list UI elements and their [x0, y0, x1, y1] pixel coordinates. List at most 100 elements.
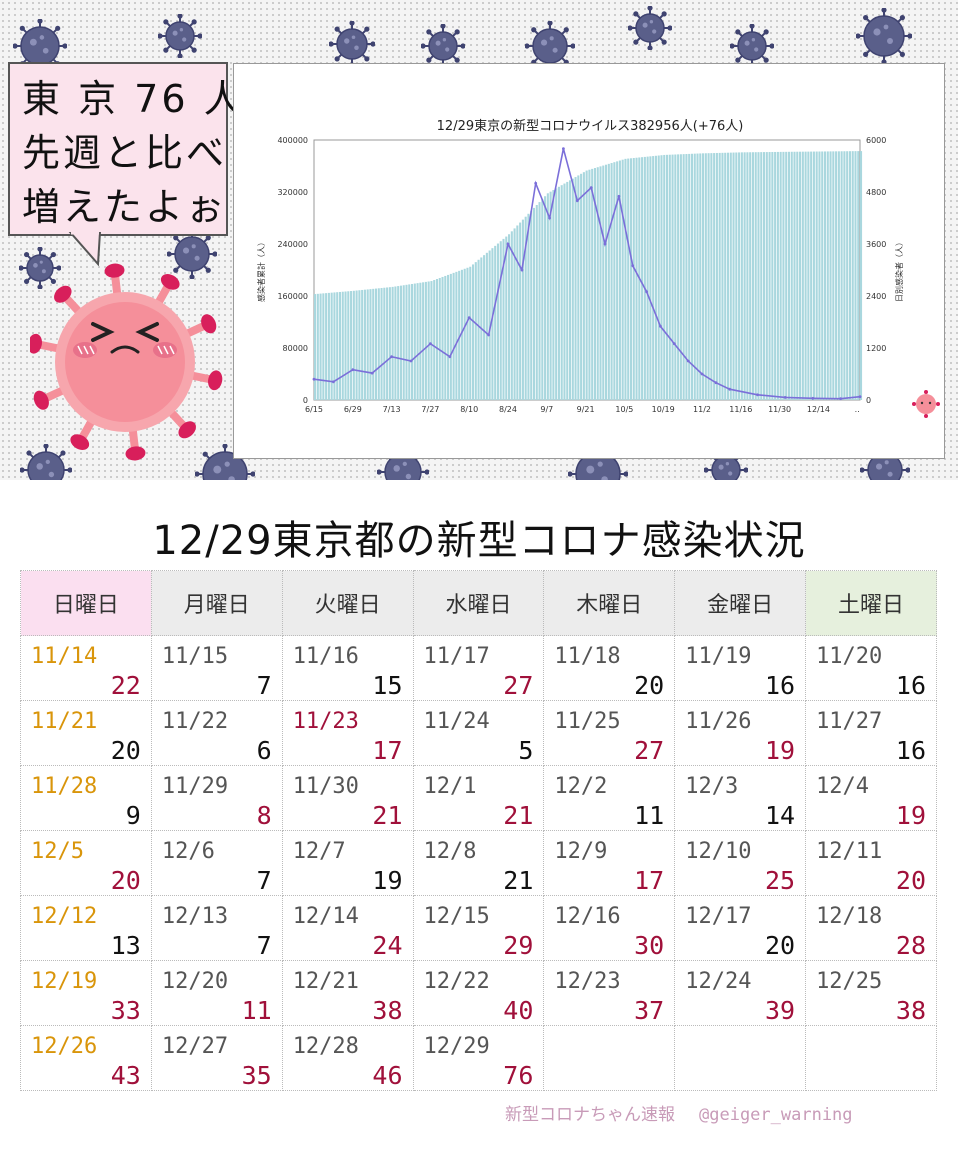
daily-cases-point: [370, 371, 374, 375]
calendar-cell: [674, 1025, 807, 1091]
cumulative-bar: [352, 290, 355, 400]
cumulative-bar: [593, 168, 596, 400]
calendar-cell: 12/14 24: [281, 895, 414, 961]
speech-line-1: 東 京 76 人: [22, 77, 245, 121]
virus-icon: [860, 445, 910, 495]
daily-cases-point: [487, 333, 490, 337]
cell-date: 11/17: [423, 644, 490, 669]
cumulative-bar: [566, 181, 569, 400]
daily-cases-point: [562, 147, 565, 151]
cell-date: 11/25: [554, 709, 621, 734]
cumulative-bar: [521, 219, 524, 401]
daily-cases-point: [756, 393, 759, 397]
cumulative-bar: [629, 158, 633, 400]
y-right-tick-label: 3600: [866, 240, 886, 249]
daily-cases-point: [617, 194, 621, 198]
y-left-tick-label: 80000: [283, 344, 308, 353]
footer-handle: @geiger_warning: [699, 1105, 853, 1125]
cumulative-bar: [458, 270, 461, 400]
cumulative-bar: [740, 152, 743, 400]
cumulative-bar: [823, 151, 827, 400]
cumulative-bar: [485, 252, 488, 400]
calendar-cell: 11/23 17: [281, 700, 414, 766]
cumulative-bar: [851, 151, 854, 400]
cumulative-bar: [699, 153, 702, 400]
cumulative-bar: [499, 241, 502, 400]
cell-date: 12/17: [685, 904, 752, 929]
y-right-tick-label: 6000: [866, 136, 886, 145]
calendar-table: 日曜日 月曜日 火曜日 水曜日 木曜日 金曜日 土曜日 11/14 22 11/15 7 11/16…: [20, 570, 937, 1091]
daily-cases-point: [312, 377, 316, 381]
daily-cases-point: [534, 181, 538, 185]
cell-date: 12/1: [423, 774, 477, 799]
cumulative-bar: [682, 154, 685, 400]
cumulative-bar: [527, 213, 530, 400]
y-left-tick-label: 0: [303, 396, 308, 405]
cumulative-bar: [424, 281, 427, 400]
week-row: 11/14 22 11/15 7 11/16 15 11/17 27 11/18 20 11/19 1…: [20, 635, 937, 701]
day-header: 月曜日: [150, 570, 283, 636]
x-tick-label: 11/2: [693, 405, 711, 414]
cumulative-bar: [724, 152, 727, 400]
cumulative-bar: [455, 271, 458, 400]
cell-date: 12/3: [685, 774, 739, 799]
cell-count: 16: [895, 736, 926, 765]
cell-count: 43: [110, 1061, 141, 1090]
calendar-cell: 11/27 16: [805, 700, 937, 766]
cumulative-bar: [361, 289, 364, 400]
cell-date: 11/27: [816, 709, 883, 734]
cumulative-bar: [663, 154, 666, 400]
cumulative-bar: [779, 151, 782, 400]
cell-count: 30: [634, 931, 665, 960]
cumulative-bar: [524, 216, 527, 400]
cumulative-bar: [483, 255, 486, 400]
cumulative-bar: [810, 151, 813, 400]
cell-count: 11: [634, 801, 665, 830]
calendar-cell: 12/8 21: [412, 830, 545, 896]
cumulative-bar: [735, 152, 738, 400]
cumulative-bar: [447, 274, 450, 400]
cumulative-bar: [444, 275, 447, 400]
calendar-cell: 11/30 21: [281, 765, 414, 831]
calendar-cell: 12/22 40: [412, 960, 545, 1026]
cumulative-bar: [643, 156, 646, 400]
cumulative-bar: [746, 152, 749, 400]
cumulative-bar: [449, 273, 452, 400]
x-tick-label: 11/30: [768, 405, 791, 414]
cumulative-bar: [557, 186, 560, 400]
cumulative-bar: [377, 288, 380, 400]
cumulative-bar: [397, 286, 400, 400]
cell-count: 17: [372, 736, 403, 765]
cumulative-bar: [654, 155, 657, 400]
cumulative-bar: [613, 162, 616, 400]
cumulative-bar: [580, 173, 583, 400]
cumulative-bar: [679, 154, 682, 400]
cumulative-bar: [829, 151, 832, 400]
calendar-cell: 11/29 8: [150, 765, 283, 831]
daily-cases-point: [548, 216, 551, 220]
cumulative-bar: [510, 231, 513, 400]
cell-count: 7: [256, 866, 272, 895]
cell-count: 33: [110, 996, 141, 1025]
daily-cases-point: [811, 396, 815, 400]
x-tick-label: 6/15: [305, 405, 323, 414]
daily-cases-point: [686, 359, 690, 363]
cell-count: 20: [764, 931, 796, 960]
speech-line-2: 先週と比べ: [22, 131, 228, 175]
day-header: 火曜日: [281, 570, 414, 636]
cumulative-bar: [743, 152, 746, 400]
cell-date: 12/25: [816, 969, 883, 994]
cell-date: 12/6: [161, 839, 215, 864]
cell-count: 11: [241, 996, 272, 1025]
cumulative-bar: [602, 165, 605, 400]
cumulative-bar: [721, 152, 724, 400]
cumulative-bar: [386, 287, 389, 400]
cell-count: 35: [241, 1061, 272, 1090]
cumulative-bar: [344, 291, 347, 400]
cumulative-bar: [374, 288, 378, 400]
day-header: 水曜日: [412, 570, 545, 636]
cumulative-bar: [341, 291, 344, 400]
calendar-cell: 12/16 30: [543, 895, 676, 961]
cumulative-bar: [607, 163, 610, 400]
cumulative-bar: [552, 190, 555, 400]
